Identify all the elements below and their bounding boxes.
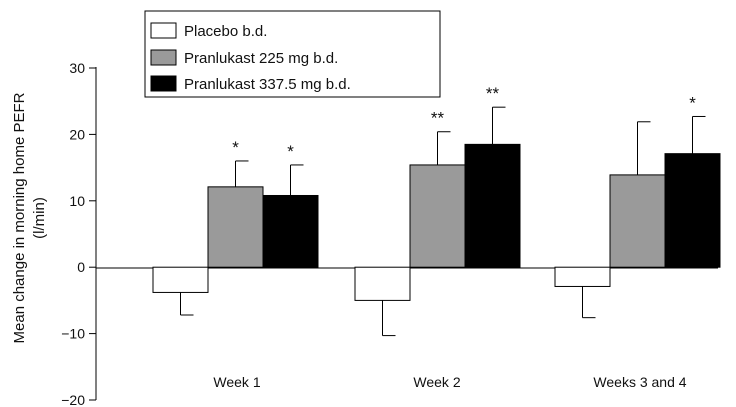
y-ticks: 30 20 10 0 −10 −20 (61, 60, 96, 407)
significance-marker: * (287, 142, 294, 161)
significance-marker: * (689, 93, 696, 112)
y-tick-label: 20 (69, 126, 85, 142)
bar (555, 267, 610, 286)
legend: Placebo b.d. Pranlukast 225 mg b.d. Pranlu… (145, 11, 440, 97)
bar (355, 267, 410, 300)
category-labels: Week 1 Week 2 Weeks 3 and 4 (213, 374, 686, 390)
y-tick-label: 30 (69, 60, 85, 76)
bar (410, 165, 465, 267)
y-tick-label: −10 (61, 326, 85, 342)
legend-swatch (151, 23, 176, 38)
significance-marker: ** (486, 84, 500, 103)
y-tick-label: −20 (61, 392, 85, 407)
legend-label: Pranlukast 337.5 mg b.d. (184, 76, 351, 93)
y-axis-label-line2: (l/min) (31, 197, 48, 239)
legend-label: Pranlukast 225 mg b.d. (184, 50, 338, 67)
category-label: Week 2 (413, 374, 460, 390)
y-axis-label: Mean change in morning home PEFR (l/min) (11, 92, 48, 343)
bar (465, 144, 520, 267)
significance-marker: * (232, 138, 239, 157)
bar (208, 187, 263, 267)
significance-marker: ** (431, 109, 445, 128)
y-tick-label: 0 (77, 259, 85, 275)
legend-swatch (151, 50, 176, 65)
y-tick-label: 10 (69, 193, 85, 209)
bar (665, 154, 720, 268)
y-axis-label-line1: Mean change in morning home PEFR (11, 92, 28, 343)
bar (610, 175, 665, 267)
legend-swatch (151, 76, 176, 91)
bars: * ***** * (153, 84, 720, 335)
bar (263, 195, 318, 267)
category-label: Week 1 (213, 374, 260, 390)
category-label: Weeks 3 and 4 (593, 374, 686, 390)
bar (153, 267, 208, 292)
legend-label: Placebo b.d. (184, 23, 267, 40)
